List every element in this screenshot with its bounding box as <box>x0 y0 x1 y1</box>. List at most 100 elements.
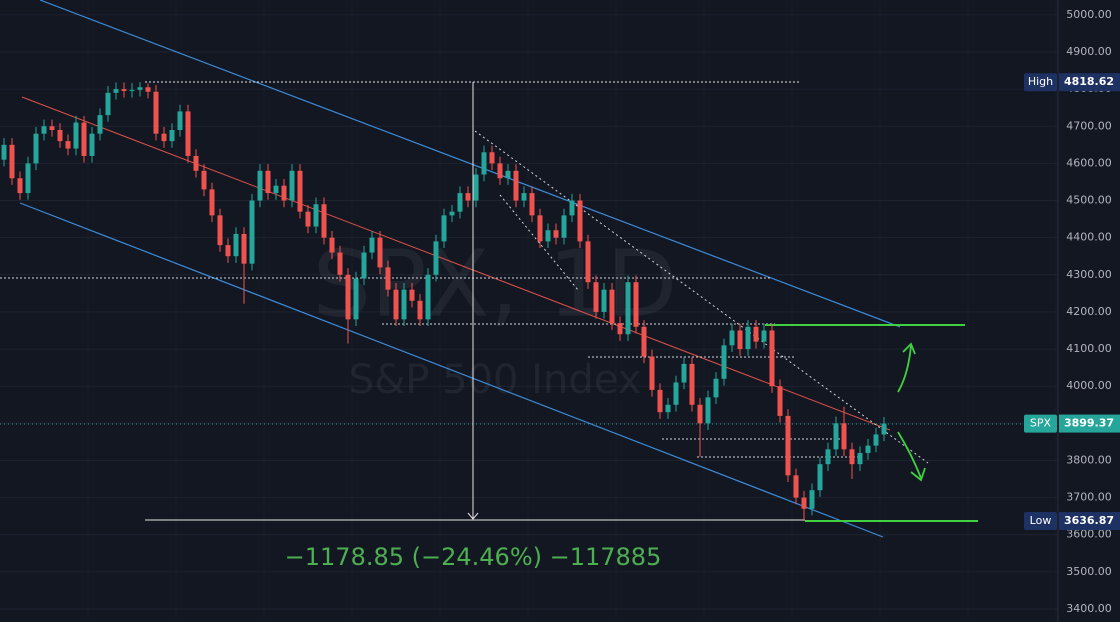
candle-body <box>873 434 879 446</box>
candle-body <box>385 267 391 290</box>
candle-body <box>825 449 831 465</box>
candle-body <box>817 464 823 491</box>
price-label-tag-box <box>1024 414 1057 433</box>
grid <box>0 14 1058 610</box>
price-label-box <box>1059 73 1120 92</box>
candle-body <box>449 211 455 216</box>
candle-body <box>753 326 759 342</box>
candle-body <box>209 189 215 216</box>
candle-body <box>441 215 447 242</box>
candle-body <box>337 252 343 275</box>
y-tick-label: 4600.00 <box>1066 156 1112 169</box>
candle-body <box>265 170 271 194</box>
y-tick-label: 4200.00 <box>1066 305 1112 318</box>
candle-body <box>361 252 367 279</box>
candle-body <box>569 200 575 216</box>
candle-body <box>849 449 855 465</box>
candle-body <box>737 330 743 350</box>
candle-body <box>689 363 695 405</box>
candle-body <box>369 237 375 253</box>
candle-body <box>705 397 711 424</box>
channel-lower <box>19 202 884 538</box>
y-tick-label: 3700.00 <box>1066 491 1112 504</box>
y-tick-label: 5000.00 <box>1066 8 1112 21</box>
candle-body <box>665 404 671 413</box>
candle-body <box>17 178 23 194</box>
candles <box>1 82 887 522</box>
price-label-tag-box <box>1024 73 1057 92</box>
y-tick-label: 4300.00 <box>1066 268 1112 281</box>
candle-body <box>585 241 591 283</box>
candle-body <box>681 363 687 383</box>
candle-body <box>521 193 527 201</box>
candle-body <box>233 233 239 257</box>
candle-body <box>401 289 407 320</box>
up-arrow-head <box>902 342 916 355</box>
candle-body <box>545 230 551 242</box>
candle-body <box>153 91 159 134</box>
y-tick-label: 4100.00 <box>1066 342 1112 355</box>
measure-label: −1178.85 (−24.46%) −117885 <box>285 543 662 571</box>
candle-body <box>121 89 127 91</box>
candle-body <box>113 89 119 93</box>
y-tick-label: 3500.00 <box>1066 565 1112 578</box>
candle-body <box>425 274 431 320</box>
candle-body <box>633 282 639 327</box>
watermark-symbol: SPX, 1D <box>313 230 678 337</box>
candle-body <box>457 193 463 212</box>
candle-body <box>489 152 495 164</box>
candle-body <box>641 326 647 357</box>
candle-body <box>561 215 567 238</box>
candle-body <box>801 497 807 509</box>
candle-body <box>793 475 799 498</box>
candle-body <box>617 323 623 335</box>
candle-body <box>73 122 79 149</box>
candle-body <box>473 174 479 201</box>
candle-body <box>289 170 295 201</box>
candle-body <box>57 129 63 142</box>
candle-body <box>841 423 847 450</box>
trend-dotted <box>474 130 929 464</box>
watermark-name: S&P 500 Index <box>349 357 642 403</box>
candle-body <box>609 289 615 324</box>
price-label-tag: SPX <box>1030 417 1052 430</box>
candle-body <box>409 289 415 301</box>
price-label-value: 3899.37 <box>1064 417 1114 430</box>
candle-body <box>249 200 255 264</box>
candle-body <box>281 185 287 201</box>
down-arrow-head <box>910 467 926 482</box>
candle-body <box>145 87 151 92</box>
candle-body <box>537 215 543 242</box>
candle-body <box>777 386 783 416</box>
y-tick-label: 4000.00 <box>1066 379 1112 392</box>
y-tick-label: 3600.00 <box>1066 528 1112 541</box>
candle-body <box>169 129 175 142</box>
candle-body <box>673 382 679 405</box>
candle-body <box>721 345 727 379</box>
candle-body <box>761 330 767 342</box>
candle-body <box>553 230 559 238</box>
up-arrow <box>897 345 912 393</box>
price-label-box <box>1059 512 1120 531</box>
candle-body <box>89 133 95 156</box>
candle-body <box>313 204 319 227</box>
candle-body <box>225 245 231 257</box>
candle-body <box>657 389 663 413</box>
candle-body <box>105 92 111 116</box>
candle-body <box>465 193 471 201</box>
candle-body <box>65 141 71 149</box>
price-label-tag-box <box>1024 512 1057 531</box>
y-tick-label: 4500.00 <box>1066 194 1112 207</box>
price-label-tag: High <box>1028 75 1053 88</box>
candle-body <box>177 111 183 130</box>
candle-body <box>41 126 47 134</box>
candle-body <box>257 170 263 201</box>
candle-body <box>393 289 399 320</box>
candle-body <box>857 453 863 465</box>
y-tick-label: 4700.00 <box>1066 119 1112 132</box>
candle-body <box>377 237 383 268</box>
price-axis-labels: 3400.003500.003600.003700.003800.003900.… <box>1024 8 1120 615</box>
candle-body <box>785 415 791 476</box>
